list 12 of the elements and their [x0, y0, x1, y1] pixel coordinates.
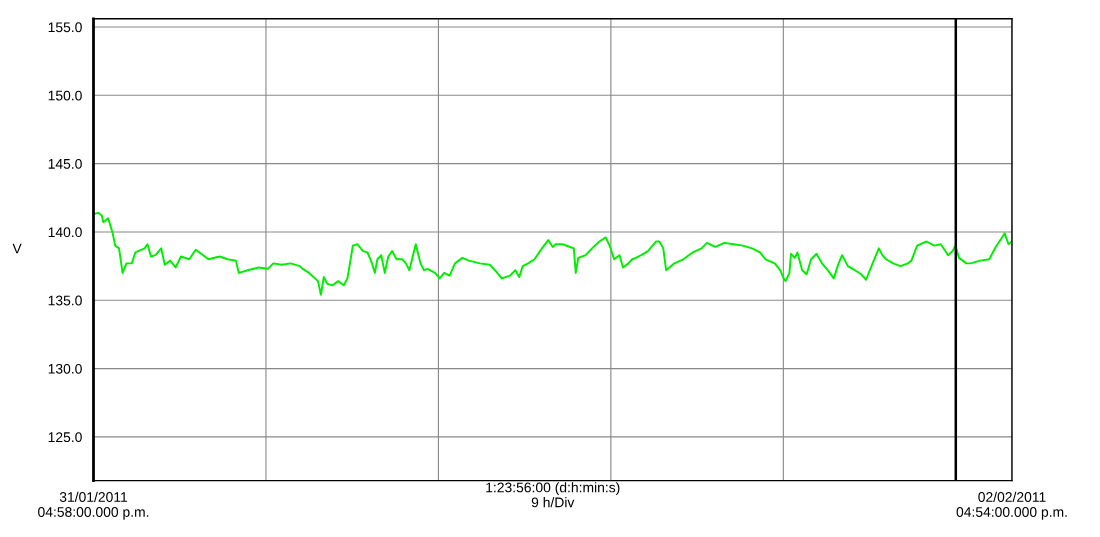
y-tick-label: 155.0 — [48, 22, 82, 33]
y-tick-label: 140.0 — [48, 227, 82, 238]
y-tick-label: 145.0 — [48, 158, 82, 169]
x-tick-label: 31/01/2011 04:58:00.000 p.m. — [38, 491, 149, 520]
line-series — [93, 211, 1012, 296]
y-tick-label: 130.0 — [48, 363, 82, 374]
y-axis-title: V — [12, 243, 22, 254]
x-tick-label: 02/02/2011 04:54:00.000 p.m. — [956, 491, 1067, 520]
y-tick-label: 150.0 — [48, 90, 82, 101]
x-axis-title: 1:23:56:00 (d:h:min:s) 9 h/Div — [486, 482, 620, 508]
y-tick-label: 125.0 — [48, 432, 82, 443]
y-tick-label: 135.0 — [48, 295, 82, 306]
